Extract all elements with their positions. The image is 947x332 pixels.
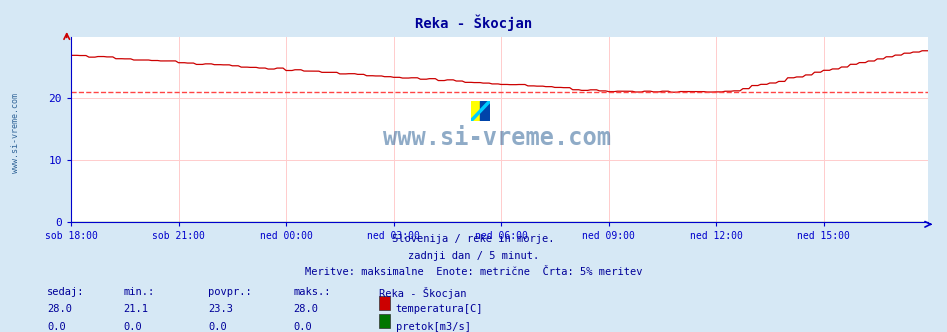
Text: zadnji dan / 5 minut.: zadnji dan / 5 minut. — [408, 251, 539, 261]
Bar — [471, 101, 480, 121]
Text: 28.0: 28.0 — [294, 304, 318, 314]
Text: Meritve: maksimalne  Enote: metrične  Črta: 5% meritev: Meritve: maksimalne Enote: metrične Črta… — [305, 267, 642, 277]
Text: Reka - Škocjan: Reka - Škocjan — [379, 287, 466, 299]
Text: 21.1: 21.1 — [123, 304, 148, 314]
Text: maks.:: maks.: — [294, 287, 331, 297]
Bar — [379, 296, 390, 310]
Text: 28.0: 28.0 — [47, 304, 72, 314]
Text: Slovenija / reke in morje.: Slovenija / reke in morje. — [392, 234, 555, 244]
Text: sedaj:: sedaj: — [47, 287, 85, 297]
Text: www.si-vreme.com: www.si-vreme.com — [11, 93, 21, 173]
Text: pretok[m3/s]: pretok[m3/s] — [396, 322, 471, 332]
Text: 0.0: 0.0 — [208, 322, 227, 332]
Text: temperatura[C]: temperatura[C] — [396, 304, 483, 314]
Text: 0.0: 0.0 — [47, 322, 66, 332]
Text: 0.0: 0.0 — [123, 322, 142, 332]
Text: min.:: min.: — [123, 287, 154, 297]
Text: Reka - Škocjan: Reka - Škocjan — [415, 15, 532, 32]
Text: www.si-vreme.com: www.si-vreme.com — [384, 126, 611, 150]
Text: povpr.:: povpr.: — [208, 287, 252, 297]
Text: 23.3: 23.3 — [208, 304, 233, 314]
Bar — [480, 101, 490, 121]
Text: 0.0: 0.0 — [294, 322, 313, 332]
Bar — [379, 314, 390, 328]
